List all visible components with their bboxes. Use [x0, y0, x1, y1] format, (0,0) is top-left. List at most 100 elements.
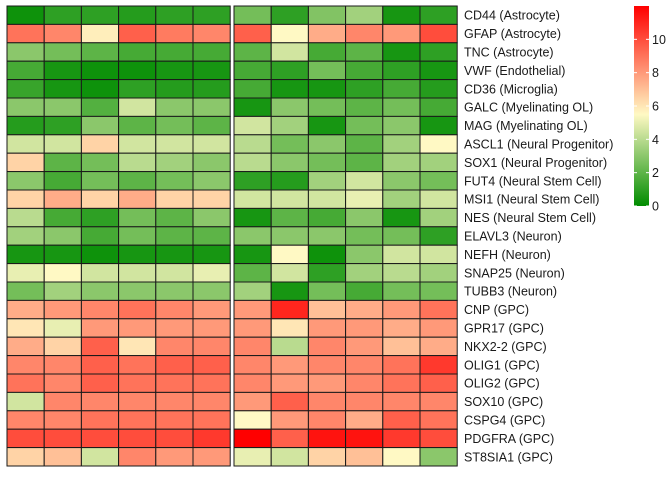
heatmap-cell	[43, 226, 82, 246]
heatmap-cell	[270, 189, 309, 209]
row-label: GALC (Myelinating OL)	[464, 101, 593, 115]
heatmap-cell	[192, 355, 231, 375]
heatmap-cell	[118, 391, 157, 412]
row-label: SOX1 (Neural Progenitor)	[464, 156, 607, 170]
heatmap-cell	[419, 391, 458, 412]
heatmap-cell	[270, 281, 309, 301]
heatmap-cell	[270, 60, 309, 81]
heatmap-cell	[382, 171, 421, 191]
heatmap-cell	[419, 115, 458, 136]
row-label: TUBB3 (Neuron)	[464, 285, 557, 299]
heatmap-cell	[80, 336, 120, 357]
heatmap-cell	[43, 115, 82, 136]
heatmap-cell	[80, 299, 120, 320]
heatmap-cell	[192, 42, 231, 62]
heatmap-cell	[43, 447, 82, 467]
heatmap-cell	[307, 281, 347, 301]
heatmap-cell	[6, 207, 45, 228]
heatmap-cell	[6, 447, 45, 467]
heatmap-cell	[382, 5, 421, 25]
heatmap-cell	[155, 355, 194, 375]
heatmap-cell	[80, 226, 120, 246]
heatmap-cell	[80, 244, 120, 265]
heatmap-cell	[6, 189, 45, 209]
heatmap-cell	[270, 244, 309, 265]
heatmap-cell	[155, 318, 194, 338]
heatmap-cell	[233, 428, 272, 449]
heatmap-cell	[382, 447, 421, 467]
heatmap-cell	[270, 42, 309, 62]
row-label: GPR17 (GPC)	[464, 322, 544, 336]
heatmap-cell	[118, 318, 157, 338]
heatmap-cell	[307, 42, 347, 62]
heatmap-cell	[43, 42, 82, 62]
colorbar-tick-label: 0	[652, 200, 659, 214]
colorbar-legend: 0 2 4 6 8 10	[634, 6, 666, 214]
heatmap-cell	[307, 391, 347, 412]
heatmap-cell	[43, 134, 82, 154]
heatmap-cell	[6, 152, 45, 173]
heatmap-cell	[6, 336, 45, 357]
heatmap-cell	[192, 244, 231, 265]
heatmap-cell	[192, 299, 231, 320]
heatmap-cell	[419, 226, 458, 246]
heatmap-cell	[43, 428, 82, 449]
row-label: MAG (Myelinating OL)	[464, 119, 588, 133]
heatmap-cell	[307, 152, 347, 173]
heatmap-cell	[382, 355, 421, 375]
heatmap-cell	[6, 134, 45, 154]
heatmap-cell	[155, 447, 194, 467]
heatmap-cell	[233, 42, 272, 62]
heatmap-cell	[192, 428, 231, 449]
heatmap-cell	[382, 373, 421, 393]
heatmap-cell	[233, 23, 272, 44]
heatmap-cell	[345, 318, 384, 338]
heatmap-cell	[155, 79, 194, 99]
heatmap-cell	[80, 60, 120, 81]
heatmap-cell	[345, 171, 384, 191]
heatmap-cell	[43, 189, 82, 209]
heatmap-cell	[345, 134, 384, 154]
heatmap-cell	[345, 152, 384, 173]
heatmap-cell	[155, 391, 194, 412]
heatmap-cell	[345, 115, 384, 136]
heatmap-cell	[270, 391, 309, 412]
heatmap-cell	[6, 42, 45, 62]
heatmap-cell	[192, 79, 231, 99]
heatmap-cell	[270, 134, 309, 154]
heatmap-cell	[307, 244, 347, 265]
row-label: NES (Neural Stem Cell)	[464, 211, 596, 225]
colorbar-tick-label: 8	[652, 66, 659, 80]
heatmap-cell	[80, 281, 120, 301]
heatmap-cell	[192, 115, 231, 136]
heatmap-cell	[192, 318, 231, 338]
heatmap-cell	[80, 373, 120, 393]
heatmap-cell	[345, 336, 384, 357]
heatmap-cell	[345, 373, 384, 393]
heatmap-cell	[155, 42, 194, 62]
heatmap-cell	[155, 428, 194, 449]
heatmap-cell	[233, 318, 272, 338]
heatmap-cell	[270, 410, 309, 430]
heatmap-cell	[192, 23, 231, 44]
heatmap-cell	[155, 97, 194, 117]
heatmap-cell	[43, 391, 82, 412]
heatmap-cell	[307, 299, 347, 320]
heatmap-cell	[118, 447, 157, 467]
heatmap-cell	[382, 189, 421, 209]
heatmap-cell	[382, 281, 421, 301]
heatmap-cell	[43, 207, 82, 228]
heatmap-cell	[43, 152, 82, 173]
heatmap-cell	[270, 336, 309, 357]
heatmap-cell	[80, 447, 120, 467]
heatmap-cell	[345, 447, 384, 467]
heatmap-cell	[307, 263, 347, 283]
row-label: OLIG2 (GPC)	[464, 377, 540, 391]
heatmap-cell	[233, 281, 272, 301]
heatmap-cell	[419, 5, 458, 25]
heatmap-cell	[80, 152, 120, 173]
heatmap-cell	[43, 410, 82, 430]
heatmap-cell	[118, 410, 157, 430]
heatmap-cell	[307, 410, 347, 430]
heatmap-cell	[233, 60, 272, 81]
